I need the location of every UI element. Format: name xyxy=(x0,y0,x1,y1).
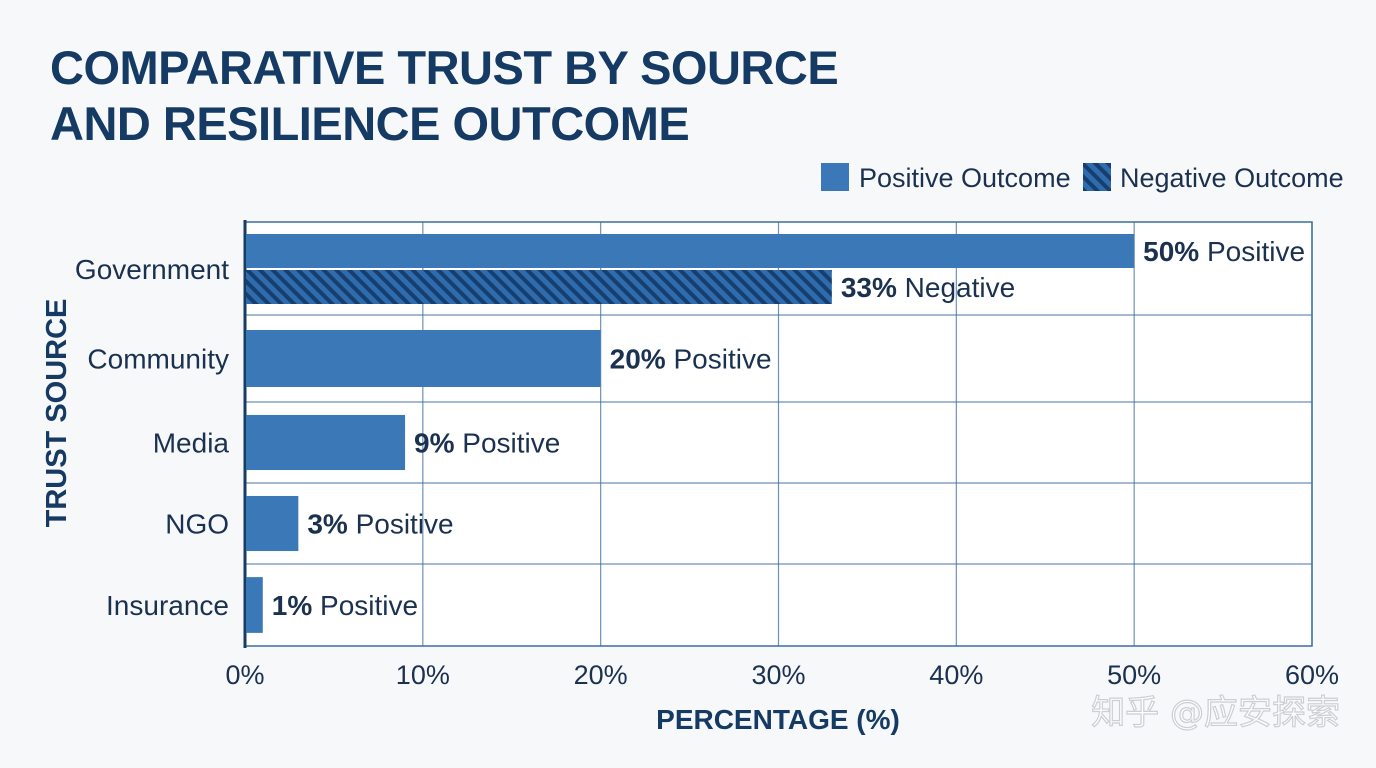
data-label-negative: 33% Negative xyxy=(841,272,1015,303)
chart-title-line-2: AND RESILIENCE OUTCOME xyxy=(50,97,690,150)
category-label: Community xyxy=(87,344,229,375)
x-tick-label: 0% xyxy=(225,660,264,690)
category-label: Government xyxy=(75,254,229,285)
bar-positive xyxy=(246,234,1135,268)
data-label-text: Positive xyxy=(666,344,772,375)
x-tick-label: 40% xyxy=(929,660,983,690)
data-label-value: 3% xyxy=(307,509,348,540)
chart-title-line-1: COMPARATIVE TRUST BY SOURCE xyxy=(50,41,839,94)
watermark: 知乎 @应安探索 xyxy=(1091,693,1340,733)
data-label-positive: 1% Positive xyxy=(272,590,418,621)
data-label-positive: 20% Positive xyxy=(610,344,772,375)
data-label-text: Positive xyxy=(1199,236,1305,267)
legend-label-positive: Positive Outcome xyxy=(859,163,1071,193)
data-label-value: 33% xyxy=(841,272,897,303)
data-label-value: 50% xyxy=(1143,236,1199,267)
data-label-value: 20% xyxy=(610,344,666,375)
data-label-positive: 9% Positive xyxy=(414,428,560,459)
x-tick-label: 50% xyxy=(1107,660,1161,690)
data-label-text: Positive xyxy=(312,590,418,621)
x-axis-title: PERCENTAGE (%) xyxy=(656,704,900,735)
category-label: Insurance xyxy=(106,590,229,621)
data-label-positive: 3% Positive xyxy=(307,509,453,540)
legend-swatch-negative xyxy=(1083,163,1111,191)
data-label-positive: 50% Positive xyxy=(1143,236,1305,267)
legend-label-negative: Negative Outcome xyxy=(1120,163,1344,193)
data-label-text: Positive xyxy=(455,428,561,459)
bar-positive xyxy=(246,330,601,387)
y-axis-title: TRUST SOURCE xyxy=(41,299,73,528)
data-label-text: Positive xyxy=(348,509,454,540)
bar-positive xyxy=(246,495,299,552)
category-label: Media xyxy=(153,428,230,459)
data-label-value: 1% xyxy=(272,590,313,621)
data-label-text: Negative xyxy=(897,272,1015,303)
bar-positive xyxy=(246,414,406,471)
legend-swatch-positive xyxy=(821,163,849,191)
bar-negative xyxy=(246,270,832,304)
x-tick-label: 60% xyxy=(1285,660,1339,690)
category-label: NGO xyxy=(165,509,229,540)
x-tick-label: 30% xyxy=(751,660,805,690)
x-tick-label: 20% xyxy=(574,660,628,690)
x-tick-label: 10% xyxy=(396,660,450,690)
data-label-value: 9% xyxy=(414,428,455,459)
bar-positive xyxy=(246,577,263,633)
